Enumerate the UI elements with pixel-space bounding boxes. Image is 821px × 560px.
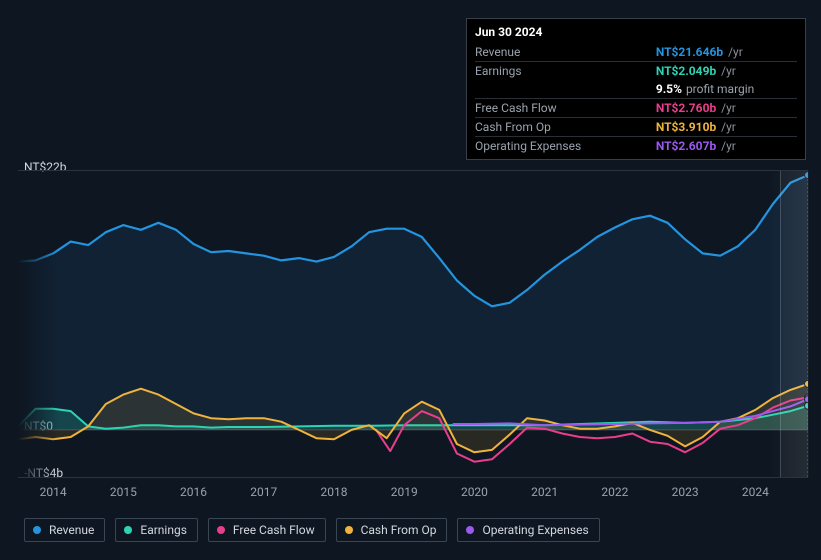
x-axis-label: 2016 [180, 485, 207, 499]
tooltip-row: Free Cash FlowNT$2.760b /yr [475, 99, 797, 118]
legend-item-fcf[interactable]: Free Cash Flow [208, 518, 326, 542]
tooltip-row-value: NT$21.646b /yr [656, 43, 797, 62]
legend-dot-icon [217, 526, 225, 534]
legend-label: Earnings [140, 523, 187, 537]
chart-legend: Revenue Earnings Free Cash Flow Cash From O… [24, 518, 600, 542]
x-axis: 2014 2015 2016 2017 2018 2019 2020 2021 2022 2023… [0, 485, 821, 501]
tooltip-title: Jun 30 2024 [475, 25, 797, 39]
tooltip-row-label: Earnings [475, 62, 656, 81]
x-axis-label: 2018 [321, 485, 348, 499]
legend-item-revenue[interactable]: Revenue [24, 518, 105, 542]
x-axis-label: 2022 [601, 485, 628, 499]
x-axis-label: 2015 [110, 485, 137, 499]
tooltip-row-label: Free Cash Flow [475, 99, 656, 118]
tooltip-table: RevenueNT$21.646b /yrEarningsNT$2.049b /… [475, 43, 797, 155]
tooltip-row-value: NT$2.760b /yr [656, 99, 797, 118]
tooltip-row: RevenueNT$21.646b /yr [475, 43, 797, 62]
x-axis-label: 2023 [672, 485, 699, 499]
legend-label: Operating Expenses [482, 523, 588, 537]
chart-plot-area[interactable] [18, 170, 808, 478]
legend-dot-icon [33, 526, 41, 534]
tooltip-row-value: NT$2.049b /yr [656, 62, 797, 81]
tooltip-row-value: NT$3.910b /yr [656, 118, 797, 137]
latest-period-highlight [780, 171, 809, 477]
tooltip-row-label: Revenue [475, 43, 656, 62]
x-axis-label: 2017 [250, 485, 277, 499]
legend-label: Cash From Op [361, 523, 437, 537]
legend-label: Revenue [49, 523, 94, 537]
legend-dot-icon [466, 526, 474, 534]
legend-label: Free Cash Flow [233, 523, 315, 537]
x-axis-label: 2024 [742, 485, 769, 499]
tooltip-row-value: NT$2.607b /yr [656, 137, 797, 156]
x-axis-label: 2020 [461, 485, 488, 499]
x-axis-label: 2021 [531, 485, 558, 499]
tooltip-row-label: Cash From Op [475, 118, 656, 137]
tooltip-subrow: 9.5%profit margin [475, 80, 797, 99]
chart-svg [18, 171, 808, 477]
chart-tooltip: Jun 30 2024 RevenueNT$21.646b /yrEarning… [466, 18, 806, 160]
legend-dot-icon [345, 526, 353, 534]
legend-item-opex[interactable]: Operating Expenses [457, 518, 599, 542]
x-axis-label: 2014 [40, 485, 67, 499]
legend-dot-icon [124, 526, 132, 534]
tooltip-row-label: Operating Expenses [475, 137, 656, 156]
tooltip-row: Operating ExpensesNT$2.607b /yr [475, 137, 797, 156]
tooltip-row: EarningsNT$2.049b /yr [475, 62, 797, 81]
tooltip-row: Cash From OpNT$3.910b /yr [475, 118, 797, 137]
legend-item-earnings[interactable]: Earnings [115, 518, 198, 542]
x-axis-label: 2019 [391, 485, 418, 499]
legend-item-cfo[interactable]: Cash From Op [336, 518, 448, 542]
